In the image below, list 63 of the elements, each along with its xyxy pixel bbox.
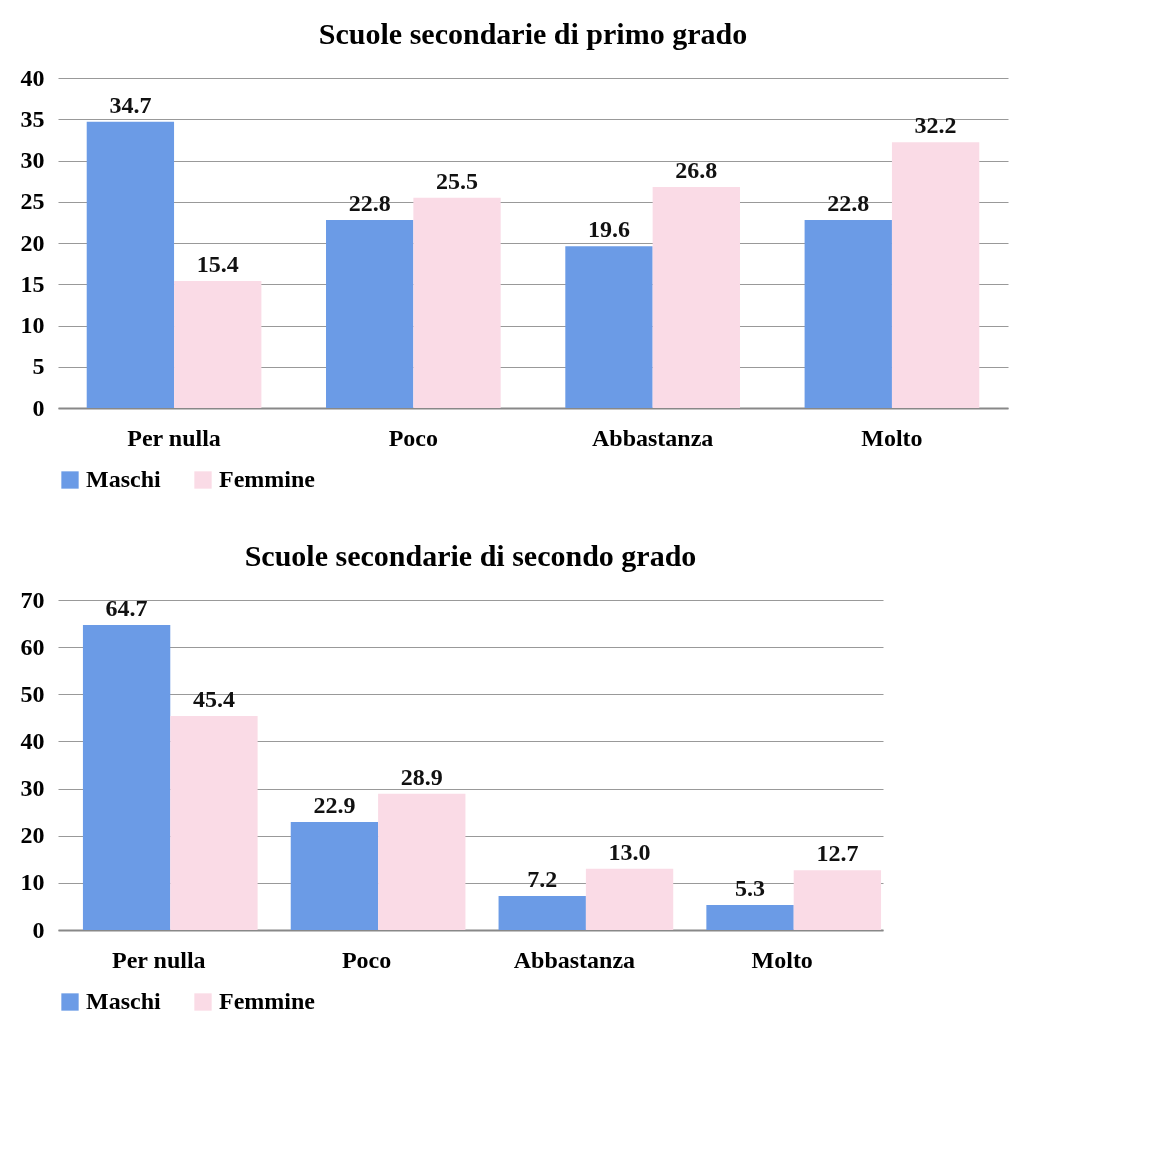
data-label: 12.7 <box>816 840 859 867</box>
bar <box>804 219 892 408</box>
bar <box>891 142 980 408</box>
y-tick-label: 60 <box>20 633 45 660</box>
x-tick-label: Poco <box>388 424 439 451</box>
bar <box>378 793 466 930</box>
bar <box>170 715 258 930</box>
bar <box>585 868 674 930</box>
y-tick-label: 5 <box>32 353 45 380</box>
bar <box>174 280 262 408</box>
chart-title: Scuole secondarie di primo grado <box>318 17 748 50</box>
data-label: 32.2 <box>914 112 957 139</box>
legend-label: Maschi <box>86 466 161 492</box>
data-label: 13.0 <box>608 838 651 865</box>
y-tick-label: 30 <box>20 775 45 802</box>
bar <box>82 624 171 930</box>
bar <box>326 219 414 408</box>
x-tick-label: Abbastanza <box>591 424 714 451</box>
y-tick-label: 0 <box>32 916 45 943</box>
data-label: 7.2 <box>527 866 558 893</box>
data-label: 5.3 <box>735 875 766 902</box>
data-label: 64.7 <box>105 594 148 621</box>
bar <box>413 197 501 408</box>
y-tick-label: 10 <box>20 312 45 338</box>
y-tick-label: 40 <box>20 727 45 754</box>
data-label: 19.6 <box>587 216 630 243</box>
bar <box>86 121 175 408</box>
data-label: 45.4 <box>192 685 235 712</box>
x-tick-label: Per nulla <box>127 424 221 451</box>
bar <box>706 905 794 930</box>
y-tick-label: 50 <box>20 680 45 707</box>
data-label: 22.8 <box>827 189 870 216</box>
y-tick-label: 35 <box>20 105 45 132</box>
bar <box>793 870 882 930</box>
y-tick-label: 20 <box>20 822 45 849</box>
data-label: 26.8 <box>675 156 718 183</box>
x-tick-label: Molto <box>861 424 923 451</box>
data-label: 34.7 <box>109 91 152 118</box>
chart-title: Scuole secondarie di secondo grado <box>244 539 697 572</box>
legend-label: Femmine <box>219 988 316 1014</box>
data-label: 15.4 <box>196 250 239 277</box>
x-tick-label: Molto <box>751 946 813 973</box>
data-label: 22.9 <box>313 792 356 819</box>
data-label: 22.8 <box>348 189 391 216</box>
y-tick-label: 15 <box>20 270 45 297</box>
data-label: 28.9 <box>400 763 443 790</box>
x-tick-label: Poco <box>341 946 392 973</box>
bar <box>565 246 653 408</box>
y-tick-label: 0 <box>32 394 45 421</box>
y-tick-label: 40 <box>20 64 45 91</box>
y-tick-label: 70 <box>20 586 45 613</box>
y-tick-label: 25 <box>20 188 45 215</box>
data-label: 25.5 <box>436 167 479 194</box>
legend-label: Maschi <box>86 988 161 1014</box>
bar <box>498 896 586 930</box>
legend-label: Femmine <box>219 466 316 492</box>
x-tick-label: Per nulla <box>112 946 206 973</box>
x-tick-label: Abbastanza <box>513 946 636 973</box>
y-tick-label: 30 <box>20 147 45 173</box>
bar <box>652 186 740 408</box>
y-tick-label: 10 <box>20 869 45 896</box>
bar <box>290 822 379 930</box>
y-tick-label: 20 <box>20 229 45 256</box>
